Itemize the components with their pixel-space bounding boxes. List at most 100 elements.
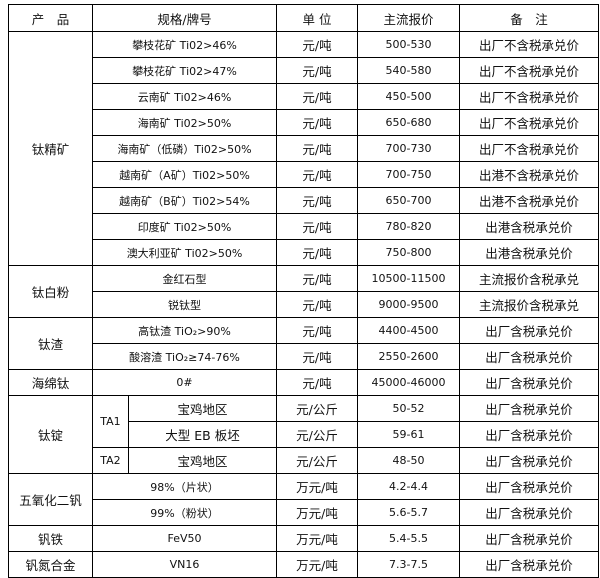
price-cell: 650-680 xyxy=(357,109,460,136)
spec-cell: 宝鸡地区 xyxy=(128,395,277,422)
table-row: 钛精矿 攀枝花矿 Ti02>46% 元/吨 500-530 出厂不含税承兑价 xyxy=(8,31,599,266)
grade-cell: TA1 xyxy=(92,395,129,448)
price-cell: 500-530 xyxy=(357,31,460,58)
spec-cell: 金红石型 xyxy=(92,265,277,292)
unit-cell: 元/吨 xyxy=(276,161,358,188)
unit-cell: 元/吨 xyxy=(276,213,358,240)
grade-cell: TA2 xyxy=(92,447,129,474)
table-row: 99%（粉状） 万元/吨 5.6-5.7 出厂含税承兑价 xyxy=(9,499,599,526)
table-row: 海南矿 Ti02>50% 元/吨 650-680 出厂不含税承兑价 xyxy=(9,109,599,136)
header-product: 产 品 xyxy=(8,4,93,32)
note-cell: 出厂不含税承兑价 xyxy=(459,31,599,58)
table-row: 攀枝花矿 Ti02>47% 元/吨 540-580 出厂不含税承兑价 xyxy=(9,57,599,84)
product-cell: 钛精矿 xyxy=(8,31,93,266)
note-cell: 出厂含税承兑价 xyxy=(459,473,599,500)
unit-cell: 元/吨 xyxy=(276,187,358,214)
product-cell: 钛白粉 xyxy=(8,265,93,318)
note-cell: 出港不含税承兑价 xyxy=(459,187,599,214)
note-cell: 出厂含税承兑价 xyxy=(459,551,599,578)
price-cell: 5.4-5.5 xyxy=(357,525,460,552)
table-row: 印度矿 Ti02>50% 元/吨 780-820 出港含税承兑价 xyxy=(9,213,599,240)
spec-cell: FeV50 xyxy=(92,525,277,552)
spec-cell: 宝鸡地区 xyxy=(128,447,277,474)
note-cell: 出厂含税承兑价 xyxy=(459,395,599,422)
table-row: 钒铁 FeV50 万元/吨 5.4-5.5 出厂含税承兑价 xyxy=(8,525,599,552)
spec-cell: 越南矿（B矿）Ti02>54% xyxy=(92,187,277,214)
note-cell: 出厂含税承兑价 xyxy=(459,343,599,370)
table-row: 锐钛型 元/吨 9000-9500 主流报价含税承兑 xyxy=(9,291,599,318)
spec-cell: 0# xyxy=(92,369,277,396)
unit-cell: 元/吨 xyxy=(276,265,358,292)
table-body: 钛精矿 攀枝花矿 Ti02>46% 元/吨 500-530 出厂不含税承兑价 攀枝花矿 T… xyxy=(8,31,599,578)
table-row: 越南矿（B矿）Ti02>54% 元/吨 650-700 出港不含税承兑价 xyxy=(9,187,599,214)
table-row: 大型 EB 板坯 元/公斤 59-61 出厂含税承兑价 xyxy=(9,421,599,448)
price-cell: 700-730 xyxy=(357,135,460,162)
price-cell: 48-50 xyxy=(357,447,460,474)
price-cell: 2550-2600 xyxy=(357,343,460,370)
header-note: 备 注 xyxy=(459,4,599,32)
unit-cell: 元/吨 xyxy=(276,31,358,58)
spec-cell: 云南矿 Ti02>46% xyxy=(92,83,277,110)
price-cell: 50-52 xyxy=(357,395,460,422)
header-unit: 单 位 xyxy=(276,4,358,32)
unit-cell: 元/公斤 xyxy=(276,421,358,448)
unit-cell: 元/吨 xyxy=(276,57,358,84)
table-row: 澳大利亚矿 Ti02>50% 元/吨 750-800 出港含税承兑价 xyxy=(9,239,599,266)
spec-cell: 99%（粉状） xyxy=(92,499,277,526)
note-cell: 主流报价含税承兑 xyxy=(459,265,599,292)
note-cell: 出厂不含税承兑价 xyxy=(459,135,599,162)
unit-cell: 元/吨 xyxy=(276,317,358,344)
table-row: TA2 宝鸡地区 元/公斤 48-50 出厂含税承兑价 xyxy=(9,447,599,474)
product-cell: 钛锭 xyxy=(8,395,93,474)
price-cell: 4.2-4.4 xyxy=(357,473,460,500)
unit-cell: 元/吨 xyxy=(276,109,358,136)
unit-cell: 万元/吨 xyxy=(276,551,358,578)
price-cell: 450-500 xyxy=(357,83,460,110)
table-row: 钒氮合金 VN16 万元/吨 7.3-7.5 出厂含税承兑价 xyxy=(8,551,599,578)
note-cell: 出厂不含税承兑价 xyxy=(459,109,599,136)
product-cell: 钛渣 xyxy=(8,317,93,370)
product-cell: 海绵钛 xyxy=(8,369,93,396)
unit-cell: 元/吨 xyxy=(276,291,358,318)
note-cell: 出港含税承兑价 xyxy=(459,213,599,240)
note-cell: 出厂含税承兑价 xyxy=(459,499,599,526)
price-cell: 59-61 xyxy=(357,421,460,448)
unit-cell: 元/吨 xyxy=(276,239,358,266)
price-cell: 750-800 xyxy=(357,239,460,266)
price-cell: 780-820 xyxy=(357,213,460,240)
unit-cell: 元/吨 xyxy=(276,83,358,110)
spec-cell: 锐钛型 xyxy=(92,291,277,318)
note-cell: 出厂不含税承兑价 xyxy=(459,83,599,110)
table-row: 钛白粉 金红石型 元/吨 10500-11500 主流报价含税承兑 xyxy=(8,265,599,318)
table-row: 酸溶渣 TiO₂≥74-76% 元/吨 2550-2600 出厂含税承兑价 xyxy=(9,343,599,370)
unit-cell: 元/公斤 xyxy=(276,447,358,474)
price-cell: 10500-11500 xyxy=(357,265,460,292)
header-price: 主流报价 xyxy=(357,4,460,32)
price-table: 产 品 规格/牌号 单 位 主流报价 备 注 钛精矿 攀枝花矿 Ti02>46% 元… xyxy=(8,4,599,578)
price-cell: 5.6-5.7 xyxy=(357,499,460,526)
spec-cell: 澳大利亚矿 Ti02>50% xyxy=(92,239,277,266)
spec-cell: 大型 EB 板坯 xyxy=(128,421,277,448)
price-cell: 4400-4500 xyxy=(357,317,460,344)
note-cell: 出厂含税承兑价 xyxy=(459,369,599,396)
price-cell: 650-700 xyxy=(357,187,460,214)
unit-cell: 万元/吨 xyxy=(276,499,358,526)
product-cell: 钒铁 xyxy=(8,525,93,552)
note-cell: 出厂含税承兑价 xyxy=(459,317,599,344)
spec-cell: VN16 xyxy=(92,551,277,578)
note-cell: 出厂含税承兑价 xyxy=(459,421,599,448)
price-cell: 700-750 xyxy=(357,161,460,188)
unit-cell: 元/吨 xyxy=(276,135,358,162)
spec-cell: 酸溶渣 TiO₂≥74-76% xyxy=(92,343,277,370)
table-row: 钛渣 高钛渣 TiO₂>90% 元/吨 4400-4500 出厂含税承兑价 xyxy=(8,317,599,370)
note-cell: 出厂含税承兑价 xyxy=(459,447,599,474)
product-cell: 五氧化二钒 xyxy=(8,473,93,526)
spec-cell: 高钛渣 TiO₂>90% xyxy=(92,317,277,344)
unit-cell: 元/公斤 xyxy=(276,395,358,422)
note-cell: 出厂含税承兑价 xyxy=(459,525,599,552)
spec-cell: 海南矿（低磷）Ti02>50% xyxy=(92,135,277,162)
note-cell: 主流报价含税承兑 xyxy=(459,291,599,318)
table-row: 海绵钛 0# 元/吨 45000-46000 出厂含税承兑价 xyxy=(8,369,599,396)
price-cell: 540-580 xyxy=(357,57,460,84)
unit-cell: 万元/吨 xyxy=(276,525,358,552)
